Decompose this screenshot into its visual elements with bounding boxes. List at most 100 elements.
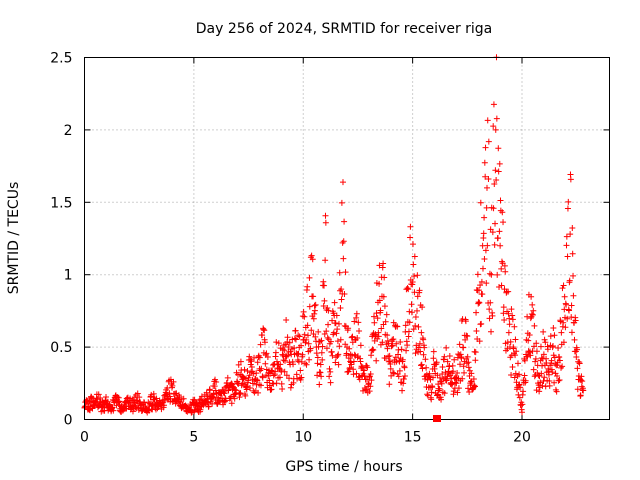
data-point bbox=[305, 340, 312, 347]
y-tick-label: 1 bbox=[64, 268, 73, 284]
data-point bbox=[328, 348, 335, 355]
data-point bbox=[501, 317, 508, 324]
data-point bbox=[476, 338, 483, 345]
data-point bbox=[381, 303, 388, 310]
data-point bbox=[134, 390, 141, 397]
data-point bbox=[506, 315, 513, 322]
data-point bbox=[349, 333, 356, 340]
data-point bbox=[261, 339, 268, 346]
data-point bbox=[486, 270, 493, 277]
data-point bbox=[259, 332, 266, 339]
data-point bbox=[242, 392, 249, 399]
data-point bbox=[283, 372, 290, 379]
data-point bbox=[334, 326, 341, 333]
data-point bbox=[412, 314, 419, 321]
data-point bbox=[519, 401, 526, 408]
data-point bbox=[525, 337, 532, 344]
data-point bbox=[560, 339, 567, 346]
data-point bbox=[566, 307, 573, 314]
data-point bbox=[235, 380, 242, 387]
data-point bbox=[302, 339, 309, 346]
data-point bbox=[284, 352, 291, 359]
data-point bbox=[567, 176, 574, 183]
data-point bbox=[486, 306, 493, 313]
data-point bbox=[492, 220, 499, 227]
data-point bbox=[400, 375, 407, 382]
data-point bbox=[237, 358, 244, 365]
data-point bbox=[110, 407, 117, 414]
data-point bbox=[401, 373, 408, 380]
data-point bbox=[449, 362, 456, 369]
x-tick-label: 10 bbox=[294, 430, 312, 446]
data-point bbox=[169, 382, 176, 389]
data-point bbox=[298, 342, 305, 349]
data-point bbox=[278, 380, 285, 387]
data-point bbox=[514, 360, 521, 367]
plot-frame bbox=[84, 57, 610, 420]
data-point bbox=[540, 351, 547, 358]
data-point bbox=[401, 364, 408, 371]
data-point bbox=[324, 334, 331, 341]
data-point bbox=[350, 366, 357, 373]
data-point bbox=[419, 365, 426, 372]
data-point bbox=[429, 384, 436, 391]
data-point bbox=[299, 313, 306, 320]
data-point bbox=[465, 364, 472, 371]
data-point bbox=[337, 305, 344, 312]
data-point bbox=[323, 345, 330, 352]
data-point bbox=[466, 388, 473, 395]
data-point bbox=[381, 274, 388, 281]
data-point bbox=[513, 348, 520, 355]
data-point bbox=[322, 257, 329, 264]
data-point bbox=[511, 323, 518, 330]
data-point bbox=[317, 338, 324, 345]
data-point bbox=[383, 311, 390, 318]
data-point bbox=[375, 333, 382, 340]
data-point bbox=[443, 344, 450, 351]
data-point bbox=[319, 356, 326, 363]
data-point bbox=[570, 292, 577, 299]
data-point bbox=[473, 328, 480, 335]
data-point bbox=[532, 358, 539, 365]
data-point bbox=[342, 269, 349, 276]
data-point bbox=[263, 350, 270, 357]
data-point bbox=[350, 358, 357, 365]
data-point bbox=[472, 357, 479, 364]
data-point bbox=[253, 370, 260, 377]
data-point bbox=[529, 301, 536, 308]
data-point bbox=[428, 389, 435, 396]
data-point bbox=[254, 359, 261, 366]
data-point bbox=[412, 322, 419, 329]
data-point bbox=[308, 252, 315, 259]
data-point bbox=[512, 336, 519, 343]
data-point bbox=[441, 353, 448, 360]
data-point bbox=[308, 327, 315, 334]
data-point bbox=[411, 253, 418, 260]
data-point bbox=[393, 340, 400, 347]
data-point bbox=[439, 370, 446, 377]
data-point bbox=[370, 313, 377, 320]
data-point bbox=[434, 391, 441, 398]
data-point bbox=[322, 219, 329, 226]
data-point bbox=[417, 348, 424, 355]
data-point bbox=[307, 345, 314, 352]
data-point bbox=[369, 346, 376, 353]
data-point bbox=[579, 378, 586, 385]
data-point bbox=[405, 328, 412, 335]
data-point bbox=[420, 351, 427, 358]
data-point bbox=[430, 355, 437, 362]
data-point bbox=[346, 364, 353, 371]
data-point bbox=[321, 330, 328, 337]
data-point bbox=[577, 392, 584, 399]
data-point bbox=[212, 396, 219, 403]
data-point bbox=[287, 384, 294, 391]
data-point bbox=[465, 359, 472, 366]
data-point bbox=[560, 319, 567, 326]
data-point bbox=[286, 339, 293, 346]
data-point bbox=[561, 293, 568, 300]
data-point bbox=[222, 397, 229, 404]
data-point bbox=[298, 358, 305, 365]
data-point bbox=[283, 317, 290, 324]
data-point bbox=[321, 282, 328, 289]
data-point bbox=[332, 359, 339, 366]
